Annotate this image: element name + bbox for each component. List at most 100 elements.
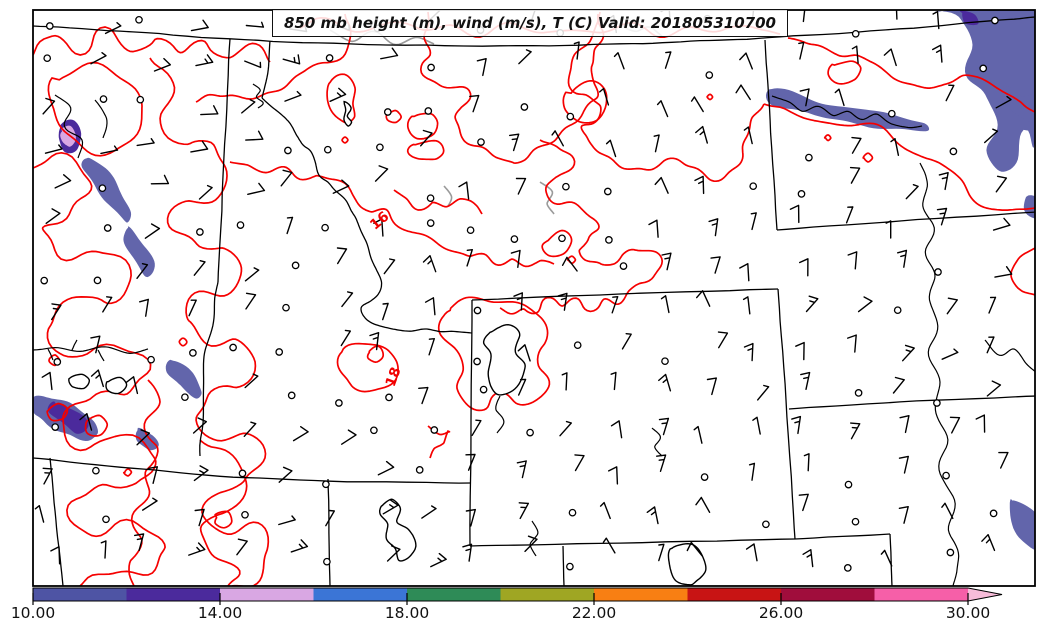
wind-barb (599, 501, 611, 520)
salmon-trib-1 (47, 348, 54, 361)
map-content-layer (33, 10, 1035, 586)
wind-barb (198, 184, 213, 200)
temperature-contour-red (406, 139, 445, 161)
wind-barb (656, 100, 669, 118)
calm-wind-circle (605, 236, 613, 244)
small-lake-a (68, 373, 90, 390)
calm-wind-circle (566, 112, 575, 121)
calm-wind-circle (520, 103, 529, 111)
wind-barb (193, 260, 206, 276)
wind-barb (897, 249, 908, 268)
colorbar-segment (220, 588, 314, 601)
wind-barb (510, 249, 521, 268)
wind-barb (90, 52, 107, 65)
temperature-contour-red (827, 60, 862, 85)
temperature-contour-red (326, 73, 357, 125)
calm-wind-circle (466, 226, 475, 235)
wind-barb (518, 378, 527, 396)
calm-wind-circle (991, 16, 999, 25)
wind-barb (984, 128, 999, 144)
temperature-contour-red (763, 103, 1035, 211)
wy-east-border (777, 288, 796, 540)
wind-barb (611, 296, 619, 314)
wind-barb (658, 373, 672, 392)
wind-barb (465, 453, 476, 471)
calm-wind-circle (558, 234, 566, 243)
colorbar-segment (126, 588, 220, 601)
temp-fill-purple (959, 10, 979, 26)
nw-river-1 (54, 94, 84, 159)
calm-wind-circle (323, 145, 332, 154)
calm-wind-circle (851, 29, 860, 38)
calm-wind-circle (376, 143, 384, 152)
wind-barb (695, 496, 711, 513)
wind-barb (144, 223, 161, 239)
colorbar-tick-label: 30.00 (945, 604, 991, 622)
wind-barb (422, 255, 437, 273)
temperature-contour-red (122, 468, 133, 477)
colorbar-segment (313, 588, 407, 601)
calm-wind-circle (282, 303, 290, 312)
calm-wind-circle (477, 138, 485, 146)
calm-wind-circle (933, 399, 941, 407)
wind-barb (748, 462, 756, 481)
calm-wind-circle (238, 469, 247, 478)
wind-barb (41, 371, 53, 391)
calm-wind-circle (415, 466, 424, 474)
wind-barb (245, 21, 265, 28)
wind-barb (79, 413, 93, 431)
wind-barb (340, 329, 351, 347)
wind-barb (975, 414, 986, 433)
wind-barb (515, 177, 527, 195)
wind-barb (661, 252, 672, 271)
wind-barb (660, 295, 670, 314)
wind-barb (945, 84, 955, 102)
wind-barb (192, 417, 207, 434)
wind-barb (421, 505, 437, 519)
calm-wind-circle (325, 54, 334, 62)
wind-barb (849, 166, 861, 184)
wind-barb (621, 333, 632, 350)
wind-barb (147, 466, 158, 484)
temperature-contour-red (419, 11, 605, 164)
wind-barb (986, 380, 1002, 397)
wind-barb (557, 292, 568, 311)
wind-barb (373, 218, 384, 237)
wind-barb (34, 505, 45, 523)
wind-barb (200, 105, 219, 116)
wind-barb (994, 266, 1013, 278)
wind-barb (194, 508, 205, 527)
wind-barb (885, 220, 892, 239)
wind-barb (757, 384, 770, 401)
wind-barb (800, 371, 811, 390)
wind-barb (241, 99, 256, 114)
ut-co-border (562, 545, 565, 586)
wind-barb (369, 332, 380, 351)
temperature-contour-red (47, 61, 143, 157)
wind-barb (656, 454, 667, 472)
calm-wind-circle (99, 95, 108, 103)
temperature-contour-red (33, 151, 166, 586)
wind-barb (938, 172, 949, 191)
temperature-contour-red (427, 425, 451, 459)
wind-barb (244, 267, 260, 282)
calm-wind-circle (661, 357, 669, 366)
wind-barb (286, 216, 294, 235)
calm-wind-circle (287, 391, 296, 400)
wind-barb (646, 506, 659, 525)
wind-barb (90, 335, 101, 354)
wind-barb (51, 303, 62, 321)
temperature-contour-red (229, 161, 555, 268)
calm-wind-circle (43, 54, 52, 63)
calm-wind-circle (321, 223, 329, 232)
green-river (529, 520, 539, 557)
id-mt-border-north (261, 40, 271, 99)
colorbar-over-arrow (968, 588, 1002, 601)
temp-fill-slate (1023, 195, 1035, 219)
mt-nd-border (764, 39, 778, 231)
salmon-river (33, 346, 149, 355)
wind-barb (476, 58, 487, 77)
colorbar-segment (407, 588, 501, 601)
calm-wind-circle (181, 393, 189, 402)
